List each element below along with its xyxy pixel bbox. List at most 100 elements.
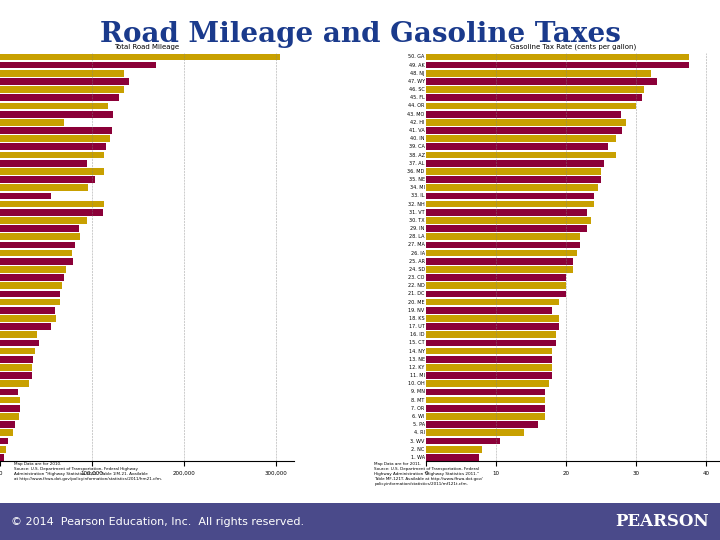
Bar bbox=[0, 389, 19, 395]
Bar bbox=[0, 454, 4, 461]
Bar bbox=[426, 144, 608, 150]
Bar bbox=[0, 201, 104, 207]
Bar bbox=[426, 348, 552, 354]
Bar bbox=[426, 70, 652, 77]
Bar bbox=[0, 111, 113, 118]
Bar bbox=[0, 119, 64, 126]
Bar bbox=[0, 103, 109, 109]
Bar bbox=[0, 429, 13, 436]
Bar bbox=[0, 127, 112, 134]
Bar bbox=[0, 307, 55, 314]
Bar bbox=[0, 397, 20, 403]
Bar bbox=[0, 437, 8, 444]
Bar bbox=[0, 241, 76, 248]
Bar bbox=[426, 160, 604, 166]
Bar bbox=[0, 282, 61, 289]
Bar bbox=[0, 144, 106, 150]
Bar bbox=[426, 356, 552, 363]
Bar bbox=[426, 332, 556, 338]
Bar bbox=[0, 209, 103, 215]
Bar bbox=[426, 168, 601, 175]
Bar bbox=[426, 446, 482, 453]
Bar bbox=[426, 282, 566, 289]
Bar bbox=[0, 381, 30, 387]
Bar bbox=[426, 209, 587, 215]
Bar bbox=[426, 323, 559, 330]
Bar bbox=[426, 53, 688, 60]
Bar bbox=[426, 274, 566, 281]
Bar bbox=[426, 429, 524, 436]
Bar bbox=[0, 184, 88, 191]
Bar bbox=[0, 225, 79, 232]
Bar bbox=[426, 437, 500, 444]
Bar bbox=[0, 70, 124, 77]
Bar bbox=[0, 53, 280, 60]
Bar bbox=[426, 119, 626, 126]
Bar bbox=[0, 315, 56, 322]
Bar bbox=[0, 258, 73, 265]
Bar bbox=[0, 372, 32, 379]
Bar bbox=[426, 86, 644, 93]
Bar bbox=[0, 413, 19, 420]
Bar bbox=[426, 258, 573, 265]
Text: Road Mileage and Gasoline Taxes: Road Mileage and Gasoline Taxes bbox=[99, 21, 621, 48]
Title: Total Road Mileage: Total Road Mileage bbox=[114, 44, 179, 50]
Text: PEARSON: PEARSON bbox=[616, 513, 709, 530]
Bar bbox=[426, 413, 545, 420]
Bar bbox=[426, 315, 559, 322]
Bar bbox=[426, 372, 552, 379]
Text: Map Data are for 2011.
Source: U.S. Department of Transportation, Federal
Highwa: Map Data are for 2011. Source: U.S. Depa… bbox=[374, 462, 483, 486]
Text: © 2014  Pearson Education, Inc.  All rights reserved.: © 2014 Pearson Education, Inc. All right… bbox=[11, 517, 304, 526]
Bar bbox=[426, 62, 688, 69]
Bar bbox=[426, 176, 601, 183]
Bar bbox=[426, 249, 577, 256]
Bar bbox=[426, 94, 642, 101]
Bar bbox=[0, 94, 120, 101]
Bar bbox=[0, 348, 35, 354]
Bar bbox=[0, 364, 32, 371]
Bar bbox=[426, 381, 549, 387]
Bar bbox=[426, 217, 590, 224]
Bar bbox=[426, 397, 545, 403]
Bar bbox=[426, 136, 616, 142]
Bar bbox=[426, 299, 559, 306]
Bar bbox=[426, 389, 545, 395]
Bar bbox=[0, 291, 60, 297]
Bar bbox=[0, 405, 20, 411]
Bar bbox=[426, 307, 552, 314]
Bar bbox=[0, 176, 94, 183]
Bar bbox=[0, 299, 60, 306]
Bar bbox=[426, 103, 636, 109]
Bar bbox=[0, 78, 129, 85]
Bar bbox=[0, 446, 6, 453]
Bar bbox=[0, 217, 87, 224]
Bar bbox=[426, 78, 657, 85]
Bar bbox=[0, 274, 64, 281]
Title: Gasoline Tax Rate (cents per gallon): Gasoline Tax Rate (cents per gallon) bbox=[510, 44, 636, 50]
Bar bbox=[426, 193, 594, 199]
Bar bbox=[0, 193, 50, 199]
Bar bbox=[426, 405, 545, 411]
Bar bbox=[0, 168, 104, 175]
Bar bbox=[0, 233, 80, 240]
Bar bbox=[426, 241, 580, 248]
FancyBboxPatch shape bbox=[0, 503, 720, 540]
Text: Map Data are for 2010.
Source: U.S. Department of Transportation, Federal Highwa: Map Data are for 2010. Source: U.S. Depa… bbox=[14, 462, 163, 481]
Bar bbox=[426, 201, 594, 207]
Bar bbox=[426, 127, 622, 134]
Bar bbox=[426, 225, 587, 232]
Bar bbox=[426, 184, 598, 191]
Bar bbox=[426, 152, 616, 158]
Bar bbox=[0, 86, 124, 93]
Bar bbox=[426, 111, 621, 118]
Bar bbox=[426, 340, 556, 346]
Bar bbox=[0, 62, 156, 69]
Bar bbox=[0, 266, 66, 273]
Bar bbox=[0, 323, 50, 330]
Bar bbox=[0, 136, 110, 142]
Bar bbox=[426, 454, 479, 461]
Bar bbox=[0, 340, 40, 346]
Bar bbox=[0, 249, 71, 256]
Bar bbox=[426, 364, 552, 371]
Bar bbox=[0, 152, 104, 158]
